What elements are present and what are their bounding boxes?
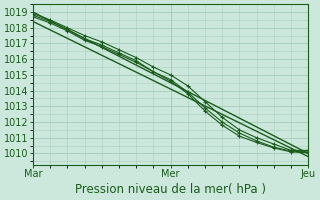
X-axis label: Pression niveau de la mer( hPa ): Pression niveau de la mer( hPa ): [75, 183, 266, 196]
